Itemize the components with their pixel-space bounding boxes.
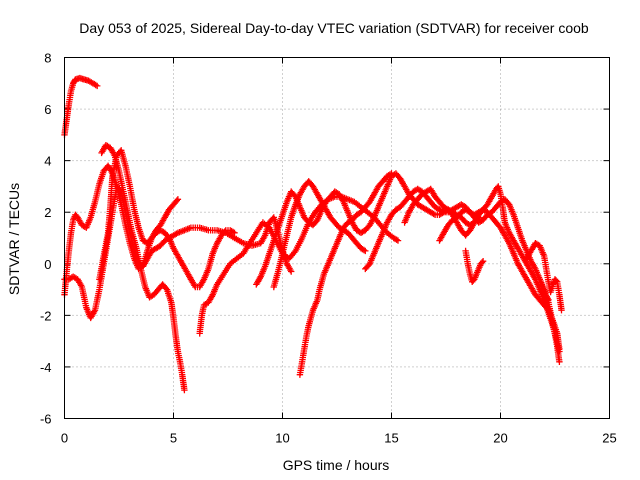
data-points bbox=[61, 74, 565, 394]
marker-trace bbox=[270, 178, 369, 291]
series-arc15 bbox=[536, 276, 563, 365]
plot-frame bbox=[64, 57, 610, 419]
series-arc8 bbox=[270, 178, 369, 291]
grid-lines bbox=[64, 57, 610, 419]
y-tick-label: -6 bbox=[40, 412, 52, 427]
marker-trace bbox=[536, 276, 563, 365]
marker-trace bbox=[98, 142, 188, 394]
y-tick-label: 2 bbox=[44, 205, 51, 220]
y-tick-label: 0 bbox=[44, 257, 51, 272]
x-tick-label: 10 bbox=[275, 431, 289, 446]
x-axis-label: GPS time / hours bbox=[283, 457, 390, 473]
series-arc1 bbox=[61, 74, 101, 139]
x-tick-label: 20 bbox=[493, 431, 507, 446]
marker-trace bbox=[523, 240, 565, 314]
x-tick-label: 5 bbox=[170, 431, 177, 446]
y-tick-label: -2 bbox=[40, 308, 52, 323]
y-tick-label: 6 bbox=[44, 102, 51, 117]
series-arc13 bbox=[462, 247, 487, 285]
marker-trace bbox=[96, 147, 238, 291]
x-tick-label: 0 bbox=[61, 431, 68, 446]
y-tick-label: 4 bbox=[44, 154, 51, 169]
x-tick-label: 25 bbox=[602, 431, 616, 446]
tick-labels: 0 5 10 15 20 25 -6 -4 -2 0 2 4 6 8 bbox=[40, 51, 617, 446]
y-axis-label: SDTVAR / TECUs bbox=[6, 183, 22, 295]
marker-trace bbox=[61, 74, 101, 139]
series-arc9 bbox=[296, 170, 395, 378]
x-tick-label: 15 bbox=[384, 431, 398, 446]
y-tick-label: -4 bbox=[40, 360, 52, 375]
series-arc4 bbox=[96, 147, 238, 291]
y-tick-label: 8 bbox=[44, 51, 51, 66]
series-arc5 bbox=[98, 142, 188, 394]
series-arc14 bbox=[523, 240, 565, 314]
chart-title: Day 053 of 2025, Sidereal Day-to-day VTE… bbox=[79, 20, 589, 36]
marker-trace bbox=[296, 170, 395, 378]
marker-trace bbox=[462, 247, 487, 285]
